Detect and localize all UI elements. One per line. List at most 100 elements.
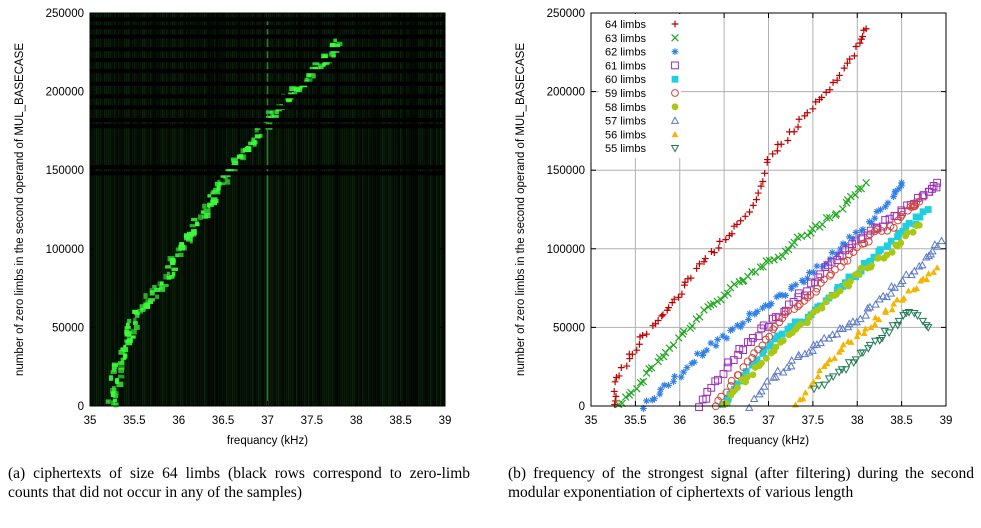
scatter-point bbox=[903, 206, 912, 215]
heatmap-stripe bbox=[164, 13, 166, 406]
scatter-point bbox=[838, 324, 847, 333]
heatmap-stripe bbox=[194, 13, 196, 406]
heatmap-stripe bbox=[292, 13, 294, 406]
scatter-point bbox=[822, 89, 830, 96]
scatter-point bbox=[827, 270, 835, 279]
scatter-point bbox=[891, 187, 899, 195]
scatter-point bbox=[770, 322, 779, 331]
scatter-point bbox=[903, 229, 911, 237]
scatter-point bbox=[875, 254, 883, 262]
scatter-point bbox=[729, 356, 738, 364]
heatmap-ridge-cell bbox=[137, 309, 143, 314]
scatter-point bbox=[776, 291, 784, 299]
heatmap-ridge-cell bbox=[148, 298, 155, 302]
heatmap-stripe bbox=[392, 13, 394, 406]
scatter-point bbox=[863, 303, 872, 312]
heatmap-ridge-cell bbox=[112, 386, 116, 392]
scatter-point bbox=[860, 239, 869, 248]
scatter-point bbox=[730, 280, 739, 289]
scatter-point bbox=[889, 223, 898, 232]
scatter-point bbox=[895, 185, 903, 193]
x-tick-label: 37.5 bbox=[301, 415, 323, 427]
scatter-point bbox=[821, 263, 830, 271]
scatter-point bbox=[658, 312, 666, 320]
scatter-point bbox=[762, 376, 772, 385]
heatmap-ridge-cell bbox=[246, 145, 250, 152]
heatmap-stripe bbox=[124, 13, 126, 406]
heatmap-stripe bbox=[286, 13, 288, 406]
scatter-point bbox=[712, 342, 720, 350]
heatmap-stripe bbox=[396, 13, 398, 406]
scatter-point bbox=[840, 257, 848, 266]
heatmap-ridge-cell bbox=[130, 329, 137, 335]
scatter-point bbox=[761, 169, 769, 177]
heatmap-stripe bbox=[100, 13, 102, 406]
scatter-point bbox=[612, 393, 620, 400]
scatter-point bbox=[623, 362, 631, 370]
scatter-point bbox=[700, 258, 708, 266]
scatter-point bbox=[790, 238, 799, 247]
heatmap-stripe bbox=[230, 13, 232, 406]
heatmap-stripe bbox=[334, 13, 336, 406]
heatmap-stripe bbox=[348, 13, 350, 406]
legend-entry-marker bbox=[671, 48, 679, 55]
scatter-point bbox=[878, 291, 888, 300]
heatmap-stripe bbox=[228, 13, 230, 406]
scatter-point bbox=[836, 72, 843, 79]
scatter-point bbox=[675, 293, 682, 301]
scatter-point bbox=[681, 278, 689, 286]
heatmap-ridge-cell bbox=[108, 375, 114, 381]
y-tick-label: 250000 bbox=[46, 8, 84, 20]
caption-a: (a) ciphertexts of size 64 limbs (black … bbox=[8, 465, 470, 501]
scatter-point bbox=[711, 377, 720, 386]
heatmap-ridge-cell bbox=[304, 78, 309, 82]
scatter-point bbox=[645, 364, 653, 373]
scatter-point bbox=[784, 245, 793, 254]
scatter-point bbox=[909, 228, 917, 236]
heatmap-ridge-cell bbox=[311, 73, 316, 79]
y-tick-label: 150000 bbox=[46, 165, 84, 177]
heatmap-ridge-cell bbox=[118, 361, 125, 366]
scatter-point bbox=[852, 43, 860, 50]
scatter-point bbox=[773, 147, 781, 155]
scatter-point bbox=[659, 311, 667, 319]
heatmap-ridge-cell bbox=[111, 362, 118, 368]
scatter-point bbox=[792, 281, 800, 289]
scatter-point bbox=[835, 252, 844, 261]
heatmap-stripe bbox=[184, 13, 186, 406]
heatmap-ridge-cell bbox=[289, 86, 296, 91]
scatter-point bbox=[734, 350, 743, 359]
heatmap-stripe bbox=[166, 13, 168, 406]
heatmap-stripe bbox=[150, 13, 152, 406]
scatter-point bbox=[925, 270, 932, 277]
heatmap-stripe bbox=[380, 13, 382, 406]
scatter-point bbox=[833, 250, 841, 258]
scatter-point bbox=[910, 309, 919, 318]
scatter-y-ticks: 0 50000 100000 150000 200000 250000 bbox=[547, 8, 946, 413]
heatmap-empty-row bbox=[90, 34, 445, 39]
heatmap-stripe bbox=[366, 13, 368, 406]
scatter-point bbox=[770, 255, 778, 264]
scatter-point bbox=[857, 264, 865, 272]
heatmap-empty-row bbox=[90, 17, 445, 22]
scatter-point bbox=[877, 227, 886, 235]
heatmap-stripe bbox=[176, 13, 178, 406]
heatmap-ridge-cell bbox=[322, 54, 328, 61]
heatmap-stripe bbox=[168, 13, 170, 406]
x-tick-label: 37.5 bbox=[802, 415, 824, 427]
heatmap-stripe bbox=[360, 13, 362, 406]
scatter-point bbox=[809, 105, 817, 113]
scatter-point bbox=[809, 385, 819, 394]
heatmap-stripe bbox=[126, 13, 128, 406]
heatmap-ridge-cell bbox=[175, 253, 180, 258]
scatter-point bbox=[782, 292, 790, 299]
y-tick-label: 50000 bbox=[52, 322, 84, 334]
heatmap-empty-row bbox=[90, 47, 445, 52]
scatter-point bbox=[759, 304, 766, 312]
scatter-point bbox=[813, 262, 821, 270]
heatmap-ridge-cell bbox=[216, 185, 221, 191]
heatmap-ridge-cell bbox=[123, 344, 127, 349]
scatter-point bbox=[729, 388, 737, 396]
